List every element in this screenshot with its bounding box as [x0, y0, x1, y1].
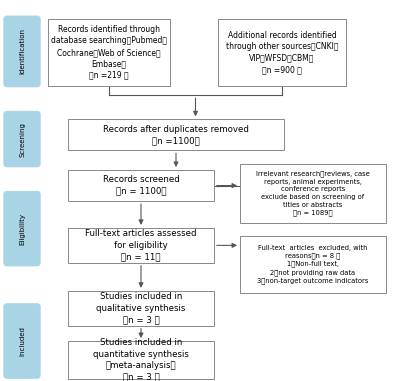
Text: Records after duplicates removed
（n =1100）: Records after duplicates removed （n =110… [103, 125, 249, 145]
Text: Records identified through
database searching（Pubmed，
Cochrane。Web of Science，
E: Records identified through database sear… [51, 25, 167, 80]
Text: Eligibility: Eligibility [19, 213, 25, 245]
FancyBboxPatch shape [4, 16, 40, 87]
FancyBboxPatch shape [68, 119, 284, 150]
FancyBboxPatch shape [48, 19, 170, 86]
Text: Included: Included [19, 326, 25, 356]
FancyBboxPatch shape [68, 228, 214, 263]
Text: Full-text  articles  excluded, with
reasons（n = 8 ）
1）Non-full text,
2）not provi: Full-text articles excluded, with reason… [257, 245, 369, 284]
FancyBboxPatch shape [4, 304, 40, 378]
Text: Records screened
（n = 1100）: Records screened （n = 1100） [103, 175, 179, 196]
FancyBboxPatch shape [4, 191, 40, 266]
FancyBboxPatch shape [4, 111, 40, 167]
FancyBboxPatch shape [240, 236, 386, 293]
Text: Screening: Screening [19, 122, 25, 157]
Text: Additional records identified
through other sources（CNKI，
VIP。WFSD。CBM）
（n =900 : Additional records identified through ot… [226, 31, 338, 74]
FancyBboxPatch shape [68, 170, 214, 201]
Text: Full-text articles assessed
for eligibility
（n = 11）: Full-text articles assessed for eligibil… [85, 229, 197, 261]
FancyBboxPatch shape [68, 291, 214, 326]
Text: Irrelevant research，reviews, case
reports, animal experiments,
conference report: Irrelevant research，reviews, case report… [256, 170, 370, 216]
Text: Studies included in
quantitative synthesis
（meta-analysis）
（n = 3 ）: Studies included in quantitative synthes… [93, 338, 189, 381]
Text: Identification: Identification [19, 29, 25, 74]
FancyBboxPatch shape [240, 164, 386, 223]
FancyBboxPatch shape [218, 19, 346, 86]
Text: Studies included in
qualitative synthesis
（n = 3 ）: Studies included in qualitative synthesi… [96, 292, 186, 324]
FancyBboxPatch shape [68, 341, 214, 379]
